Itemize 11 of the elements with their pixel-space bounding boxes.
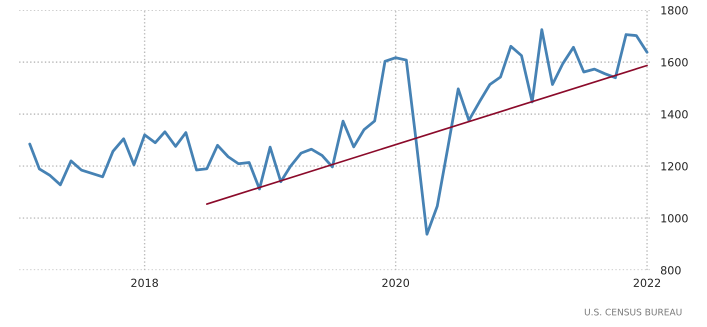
- y-tick-label: 1800: [661, 6, 688, 15]
- y-tick-label: 1600: [661, 58, 688, 67]
- x-tick-label: 2020: [382, 278, 410, 288]
- x-tick-label: 2018: [131, 278, 158, 288]
- text: U.S. CENSUS BUREAU: [584, 308, 682, 316]
- y-tick-label: 1400: [661, 110, 688, 118]
- line-series: [28, 28, 648, 236]
- y-tick-label: 800: [660, 266, 681, 274]
- y-tick-label: 1000: [661, 214, 688, 222]
- y-tick-label: 1200: [661, 162, 688, 170]
- x-tick-label: 2022: [634, 278, 660, 288]
